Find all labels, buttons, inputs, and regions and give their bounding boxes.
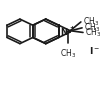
Text: CH$_3$: CH$_3$	[85, 26, 101, 39]
Text: CH$_3$: CH$_3$	[60, 48, 76, 60]
Text: +: +	[69, 25, 74, 30]
Text: CH$_3$: CH$_3$	[83, 16, 99, 28]
Text: CH$_3$: CH$_3$	[84, 22, 100, 34]
Text: I$^-$: I$^-$	[89, 45, 100, 56]
Text: N: N	[61, 28, 68, 36]
